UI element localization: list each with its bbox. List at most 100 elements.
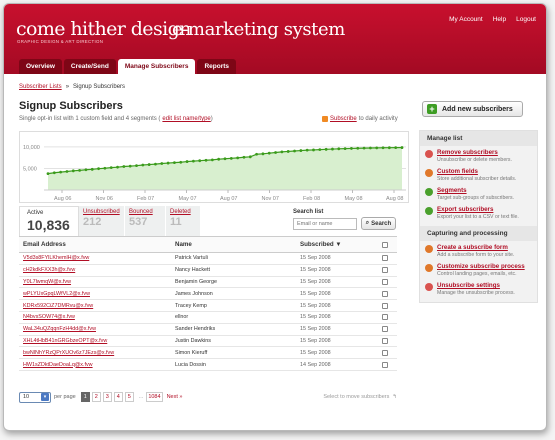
subscriber-email[interactable]: cH2kdkFXX3h@x.fvw [23,267,76,274]
select-all-checkbox[interactable] [381,241,388,248]
row-checkbox[interactable] [381,290,388,297]
page-5[interactable]: 5 [124,392,134,402]
tab-manage-subscribers[interactable]: Manage Subscribers [117,59,196,74]
sidebar-item[interactable]: Unsubscribe settings Manage the unsubscri… [420,279,537,298]
search-input[interactable] [293,218,357,230]
row-checkbox[interactable] [381,267,388,274]
sidebar-item[interactable]: Remove subscribers Unsubscribe or delete … [420,146,537,165]
subscribed-date: 15 Sep 2008 [300,302,331,309]
per-page-select[interactable]: 10 ▾ [19,391,51,403]
page-last[interactable]: 1084 [146,392,163,402]
sidebar-item-title[interactable]: Remove subscribers [437,149,498,156]
page-4[interactable]: 4 [113,392,123,402]
row-checkbox[interactable] [381,278,388,285]
chart-x-tick: Feb 08 [303,196,320,202]
subscribe-link[interactable]: Subscribe [330,116,357,122]
tab-create-send[interactable]: Create/Send [63,59,116,74]
tab-unsubscribed[interactable]: Unsubscribed 212 [79,206,125,236]
chart-point [59,170,63,174]
app-window: come hither design GRAPHIC DESIGN & ART … [3,3,547,431]
sidebar-item[interactable]: Segments Target sub-groups of subscribers… [420,184,537,203]
tab-active[interactable]: Active 10,836 [19,206,79,236]
subscriber-email[interactable]: Y0L7lwmqW@x.fvw [23,278,72,285]
move-hint: Select to move subscribers ↰ [323,394,397,400]
search-label: Search list [293,209,324,215]
tab-overview[interactable]: Overview [19,59,62,74]
help-link[interactable]: Help [492,16,507,23]
deleted-count: 11 [170,216,182,228]
column-subscribed[interactable]: Subscribed ▼ [300,241,342,248]
chart-point [267,151,271,155]
subscriber-email[interactable]: bwNlNhYRzQPrXUOv6z7JEzs@x.fvw [23,349,115,356]
list-description-end: ) [210,116,213,122]
brand-tagline: GRAPHIC DESIGN & ART DIRECTION [17,39,104,44]
row-checkbox[interactable] [381,255,388,262]
tab-bounced[interactable]: Bounced 537 [125,206,166,236]
row-checkbox[interactable] [381,314,388,321]
sidebar-item[interactable]: Customize subscribe process Control landi… [420,260,537,279]
row-select-cell [372,302,397,309]
subscriber-email[interactable]: WaL34uQZqqnFzH4dd@x.fvw [23,326,96,333]
sidebar-item-title[interactable]: Create a subscribe form [437,244,508,251]
sidebar-item-desc: Add a subscribe form to your site. [437,252,515,258]
status-tabs: Active 10,836 Unsubscribed 212 Bounced 5… [19,206,201,236]
chart-point [400,146,404,149]
subscriber-email[interactable]: KDRx592CiZ7DMRvu@x.fvw [23,302,94,309]
chart-point [350,147,353,150]
chart-point [255,152,259,156]
sidebar-item-title[interactable]: Segments [437,187,467,194]
list-description: Single opt-in list with 1 custom field a… [19,116,213,122]
chart-point [331,147,334,151]
subscribed-date: 15 Sep 2008 [300,255,331,262]
subscribed-date: 14 Sep 2008 [300,361,331,368]
logout-link[interactable]: Logout [516,16,536,23]
subscriber-name: Lucia Dossin [175,361,206,368]
row-checkbox[interactable] [381,326,388,333]
subscriber-email[interactable]: HW1sZDktDaeDoaLq@x.fvw [23,361,93,368]
row-checkbox[interactable] [381,361,388,368]
chart-point [312,148,315,152]
search-button[interactable]: ⌕ Search [361,217,396,230]
row-checkbox[interactable] [381,349,388,356]
next-page-link[interactable]: Next » [166,394,183,400]
subscriber-email[interactable]: wPLYUxGpqLWfVL2@x.fvw [23,290,90,297]
my-account-link[interactable]: My Account [449,16,483,23]
sidebar-item-title[interactable]: Unsubscribe settings [437,282,500,289]
column-email[interactable]: Email Address [23,241,66,248]
tab-deleted[interactable]: Deleted 11 [166,206,201,236]
sidebar-item-title[interactable]: Customize subscribe process [437,263,525,270]
subscriber-email[interactable]: V5d3s8FYlLKhemlH@x.fvw [23,255,90,262]
top-links: My Account Help Logout [449,16,536,23]
chart-point [103,166,107,170]
row-checkbox[interactable] [381,302,388,309]
row-select-cell [372,255,397,262]
subscriber-email[interactable]: XHL4tHbB41nGRGbzeOPT@x.fvw [23,337,108,344]
sidebar-item-title[interactable]: Export subscribers [437,206,494,213]
segments-icon [425,188,433,196]
chart-y-tick: 5,000 [23,166,37,172]
tab-reports[interactable]: Reports [197,59,236,74]
row-select-cell [372,278,397,285]
page-3[interactable]: 3 [102,392,112,402]
sidebar-item[interactable]: Export subscribers Export your list to a … [420,203,537,222]
chart-area [48,147,402,190]
sidebar-item-title[interactable]: Custom fields [437,168,478,175]
brand-logo[interactable]: come hither design [16,18,191,40]
chart-point [381,146,385,150]
export-icon [425,207,433,215]
unsubscribed-label: Unsubscribed [83,209,120,215]
page-2[interactable]: 2 [91,392,101,402]
chart-point [375,146,379,150]
sidebar-item[interactable]: Create a subscribe form Add a subscribe f… [420,241,537,260]
column-name[interactable]: Name [175,241,192,248]
chart-point [261,152,265,156]
subscriber-email[interactable]: N4bvsSOW74@x.fvw [23,314,75,321]
sidebar-item[interactable]: Custom fields Store additional subscriber… [420,165,537,184]
page-1[interactable]: 1 [80,392,90,402]
breadcrumb-subscriber-lists[interactable]: Subscriber Lists [19,84,62,90]
edit-list-link[interactable]: edit list name/type [162,116,211,122]
sidebar-item-desc: Unsubscribe or delete members. [437,157,512,163]
sidebar-panel: Manage list Remove subscribers Unsubscrib… [419,130,538,303]
row-checkbox[interactable] [381,337,388,344]
add-subscribers-button[interactable]: + Add new subscribers [422,101,523,117]
